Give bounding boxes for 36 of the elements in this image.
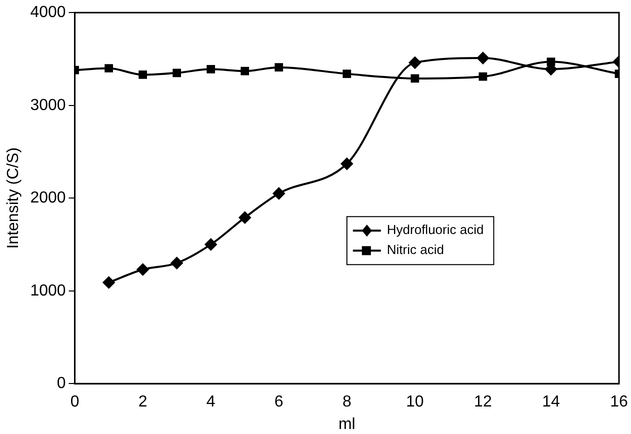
- x-tick-label: 16: [610, 394, 628, 411]
- y-tick-label: 4000: [30, 4, 66, 22]
- x-tick-label: 4: [206, 394, 216, 411]
- point: [172, 68, 182, 78]
- y-tick-label: 1000: [30, 282, 66, 300]
- x-tick-label: 10: [406, 394, 424, 411]
- point: [342, 70, 352, 78]
- legend-label: Hydrofluoric acid: [386, 222, 484, 238]
- x-tick-label: 0: [70, 394, 80, 411]
- x-tick-label: 14: [542, 394, 560, 411]
- point: [340, 158, 353, 170]
- point: [274, 63, 284, 72]
- x-tick-label: 12: [474, 394, 492, 411]
- y-tick-label: 2000: [30, 190, 66, 207]
- legend-label: Nitric acid: [386, 242, 444, 258]
- point: [138, 70, 147, 79]
- point: [136, 264, 149, 276]
- point: [102, 276, 115, 289]
- x-tick-label: 2: [138, 394, 148, 411]
- y-axis-title: Intensity (C/S): [5, 147, 22, 249]
- point: [272, 187, 285, 200]
- point: [240, 66, 250, 76]
- point: [238, 212, 251, 224]
- y-tick-label: 3000: [30, 96, 66, 114]
- point: [170, 257, 183, 270]
- x-tick-label: 8: [342, 394, 352, 411]
- point: [204, 238, 217, 250]
- point: [410, 74, 420, 83]
- point: [478, 72, 488, 81]
- x-tick-label: 6: [274, 394, 284, 411]
- point: [104, 64, 113, 72]
- y-tick-label: 0: [56, 375, 66, 392]
- x-axis-title: ml: [338, 416, 356, 433]
- point: [408, 56, 421, 69]
- point: [476, 52, 489, 64]
- point: [206, 64, 216, 74]
